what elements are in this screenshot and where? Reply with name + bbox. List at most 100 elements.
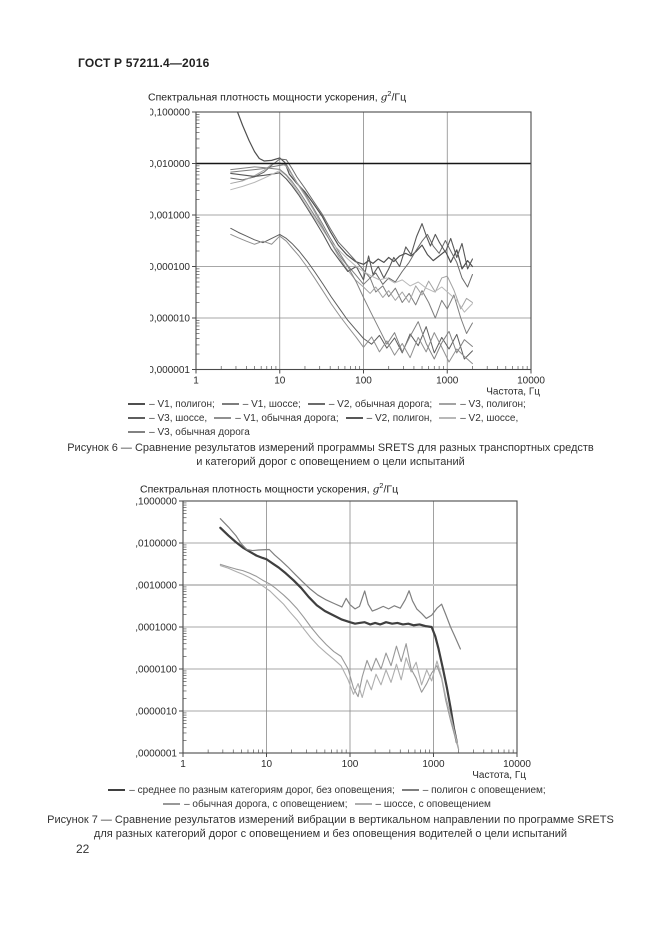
legend-item: – V1, обычная дорога; xyxy=(214,413,339,424)
figure7-caption-line1: Рисунок 7 — Сравнение результатов измере… xyxy=(47,814,614,826)
figure7-caption: Рисунок 7 — Сравнение результатов измере… xyxy=(30,814,631,841)
figure6-legend: – V1, полигон; – V1, шоссе; – V2, обычная … xyxy=(0,398,661,440)
legend-item: – V2, шоссе, xyxy=(439,413,518,424)
legend-label: – V2, полигон, xyxy=(366,413,433,424)
legend-item: – обычная дорога, с оповещением; xyxy=(163,799,348,810)
legend-line-swatch xyxy=(221,403,239,406)
x-tick-label: 100 xyxy=(355,376,372,387)
y-tick-label: 0,0000100 xyxy=(135,665,177,676)
series-4-line xyxy=(230,227,473,360)
y-tick-label: 0,000100 xyxy=(150,262,190,273)
legend-label: – V1, шоссе; xyxy=(242,399,301,410)
figure6-caption: Рисунок 6 — Сравнение результатов измере… xyxy=(30,442,631,469)
legend-line-swatch xyxy=(345,417,363,420)
x-axis-label: Частота, Гц xyxy=(486,387,540,398)
x-tick-label: 10000 xyxy=(517,376,545,387)
legend-label: – V3, шоссе, xyxy=(149,413,208,424)
series-0-line xyxy=(236,112,474,270)
legend-line-swatch xyxy=(128,403,146,406)
legend-row-2: – V3, обычная дорога xyxy=(128,426,533,440)
figure7-title-unit: /Гц xyxy=(383,483,399,496)
y-tick-label: 0,000010 xyxy=(150,314,190,325)
figure7-title-exponent: 2 xyxy=(379,481,384,490)
legend-row-0: – среднее по разным категориям дорог, бе… xyxy=(108,784,552,798)
legend-label: – V1, полигон; xyxy=(149,399,215,410)
legend-item: – шоссе, с оповещением xyxy=(354,799,491,810)
y-tick-label: 0,010000 xyxy=(150,159,190,170)
legend-line-swatch xyxy=(401,789,419,792)
x-axis-label: Частота, Гц xyxy=(472,770,526,781)
x-tick-label: 1000 xyxy=(422,759,445,770)
y-tick-label: 0,0010000 xyxy=(135,581,177,592)
figure6-title-variable: g xyxy=(380,91,388,104)
figure6-title-exponent: 2 xyxy=(387,89,392,98)
series-5-line xyxy=(230,233,473,365)
legend-line-swatch xyxy=(128,431,146,434)
legend-item: – V2, полигон, xyxy=(345,413,433,424)
legend-item: – V2, обычная дорога; xyxy=(307,399,433,410)
legend-line-swatch xyxy=(307,403,325,406)
legend-line-swatch xyxy=(354,803,372,806)
figure6-caption-line1: Рисунок 6 — Сравнение результатов измере… xyxy=(67,442,594,454)
x-tick-label: 100 xyxy=(342,759,359,770)
legend-item: – V3, полигон; xyxy=(439,399,526,410)
figure6-title-unit: /Гц xyxy=(391,91,407,104)
y-tick-label: 0,001000 xyxy=(150,211,190,222)
legend-label: – шоссе, с оповещением xyxy=(375,799,491,810)
y-tick-label: 0,0000010 xyxy=(135,707,177,718)
legend-line-swatch xyxy=(163,803,181,806)
series-7-line xyxy=(230,170,473,313)
series-3-line xyxy=(219,565,460,749)
series-3-line xyxy=(230,162,473,310)
legend-line-swatch xyxy=(439,417,457,420)
legend-item: – V3, шоссе, xyxy=(128,413,207,424)
y-tick-label: 0,1000000 xyxy=(135,497,177,508)
figure6-chart: 0,100000 0,010000 0,001000 0,000100 0,000010… xyxy=(150,108,545,398)
legend-item: – среднее по разным категориям дорог, бе… xyxy=(108,785,395,796)
x-tick-label: 10 xyxy=(274,376,286,387)
series-group xyxy=(219,518,462,751)
legend-row-0: – V1, полигон; – V1, шоссе; – V2, обычная … xyxy=(128,398,533,412)
legend-item: – V1, полигон; xyxy=(128,399,215,410)
legend-label: – полигон с оповещением; xyxy=(422,785,546,796)
legend-line-swatch xyxy=(108,789,126,792)
figure6-title-text: Спектральная плотность мощности ускорени… xyxy=(148,91,381,104)
x-tick-label: 1 xyxy=(180,759,186,770)
legend-label: – V3, обычная дорога xyxy=(149,427,250,438)
x-tick-label: 1 xyxy=(193,376,199,387)
legend-label: – среднее по разным категориям дорог, бе… xyxy=(129,785,395,796)
series-2-line xyxy=(230,158,473,288)
figure7-legend: – среднее по разным категориям дорог, бе… xyxy=(0,784,661,812)
y-tick-label: 0,0100000 xyxy=(135,539,177,550)
figure7-caption-line2: для разных категорий дорог с оповещением… xyxy=(93,827,568,840)
legend-line-swatch xyxy=(214,417,232,420)
x-tick-label: 1000 xyxy=(436,376,459,387)
series-group xyxy=(230,112,474,365)
series-6-line xyxy=(230,172,474,281)
legend-label: – V3, полигон; xyxy=(460,399,526,410)
y-tick-label: 0,0001000 xyxy=(135,623,177,634)
x-tick-label: 10000 xyxy=(503,759,531,770)
legend-label: – V2, обычная дорога; xyxy=(328,399,433,410)
legend-row-1: – V3, шоссе, – V1, обычная дорога; – V2, п… xyxy=(128,412,533,426)
legend-label: – обычная дорога, с оповещением; xyxy=(184,799,348,810)
page-number: 22 xyxy=(76,842,90,856)
legend-line-swatch xyxy=(439,403,457,406)
x-tick-label: 10 xyxy=(261,759,273,770)
figure6-chart-title: Спектральная плотность мощности ускорени… xyxy=(148,89,406,104)
page-header: ГОСТ Р 57211.4—2016 xyxy=(78,56,210,70)
y-tick-label: 0,100000 xyxy=(150,108,190,119)
legend-row-1: – обычная дорога, с оповещением; – шоссе,… xyxy=(108,798,552,812)
legend-line-swatch xyxy=(128,417,146,420)
legend-label: – V2, шоссе, xyxy=(460,413,519,424)
series-0-line xyxy=(219,526,458,744)
figure6-caption-line2: и категорий дорог с оповещением о цели и… xyxy=(196,455,465,468)
legend-item: – полигон с оповещением; xyxy=(401,785,546,796)
figure7-chart: 0,1000000 0,0100000 0,0010000 0,0001000 0,00… xyxy=(135,497,531,782)
y-tick-label: 0,000001 xyxy=(150,365,190,376)
figure7-title-variable: g xyxy=(372,483,380,496)
series-1-line xyxy=(219,518,462,650)
figure7-title-text: Спектральная плотность мощности ускорени… xyxy=(140,483,373,496)
legend-label: – V1, обычная дорога; xyxy=(235,413,339,424)
